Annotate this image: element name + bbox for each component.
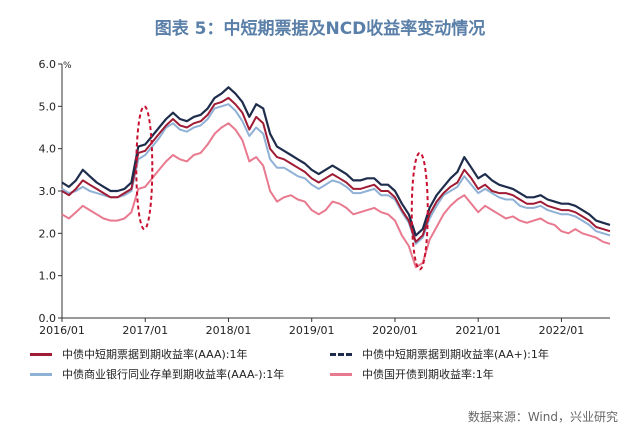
legend-label-ncd: 中债商业银行同业存单到期收益率(AAA-):1年 (62, 368, 285, 381)
legend-label-aaa: 中债中短期票据到期收益率(AAA):1年 (62, 348, 248, 361)
series-line-aa_plus (61, 86, 611, 237)
legend-label-aa-plus: 中债中短期票据到期收益率(AA+):1年 (362, 348, 549, 361)
series-line-cdb (61, 122, 611, 269)
legend-swatch-cdb (330, 372, 352, 376)
x-tick-label: 2021/01 (455, 324, 501, 337)
legend-label-cdb: 中债国开债到期收益率:1年 (362, 368, 494, 381)
x-tick-label: 2017/01 (122, 324, 168, 337)
legend-item-ncd: 中债商业银行同业存单到期收益率(AAA-):1年 (30, 366, 284, 382)
series-line-aaa (61, 96, 611, 243)
y-tick-label: 5.0 (39, 100, 57, 113)
x-tick-label: 2016/01 (39, 324, 85, 337)
x-tick-label: 2019/01 (289, 324, 335, 337)
legend-item-aa-plus: 中债中短期票据到期收益率(AA+):1年 (330, 346, 549, 362)
y-tick-label: 1.0 (39, 270, 57, 283)
highlight-ellipse (135, 105, 154, 231)
legend-swatch-ncd (30, 372, 52, 376)
legend-swatch-aa-plus (330, 352, 352, 356)
legend-item-aaa: 中债中短期票据到期收益率(AAA):1年 (30, 346, 247, 362)
legend: 中债中短期票据到期收益率(AAA):1年 中债中短期票据到期收益率(AA+):1… (30, 346, 630, 386)
legend-swatch-aaa (30, 352, 52, 356)
y-axis-unit: % (63, 61, 72, 71)
series-line-ncd (61, 103, 611, 245)
y-tick-label: 4.0 (39, 143, 57, 156)
y-tick-label: 3.0 (39, 185, 57, 198)
highlight-ellipse (410, 151, 429, 271)
legend-item-cdb: 中债国开债到期收益率:1年 (330, 366, 494, 382)
x-tick-label: 2018/01 (206, 324, 252, 337)
chart-title: 图表 5：中短期票据及NCD收益率变动情况 (154, 19, 486, 39)
x-tick-label: 2020/01 (372, 324, 418, 337)
source-note: 数据来源：Wind，兴业研究 (467, 410, 618, 424)
x-tick-label: 2022/01 (539, 324, 585, 337)
y-tick-label: 6.0 (39, 58, 57, 71)
y-tick-label: 2.0 (39, 227, 57, 240)
y-tick-label: 0.0 (39, 312, 57, 325)
